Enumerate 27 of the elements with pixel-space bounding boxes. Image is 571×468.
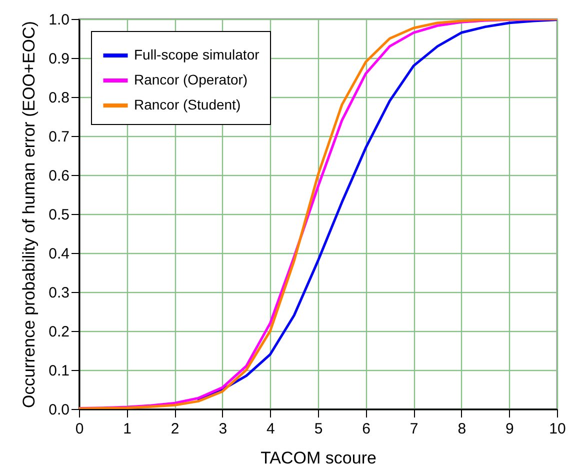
y-tick-label: 0.6 <box>48 168 70 184</box>
y-axis-title: Occurrence probability of human error (EOO+EOC) <box>20 21 39 408</box>
y-tick-label: 0.5 <box>48 206 70 224</box>
x-tick-label: 1 <box>123 420 132 438</box>
x-tick-label: 5 <box>314 420 323 438</box>
x-tick-label: 9 <box>506 420 514 438</box>
y-tick-label: 0.2 <box>48 324 70 340</box>
x-tick-label: 4 <box>266 420 275 438</box>
y-tick-label: 0.9 <box>48 50 70 68</box>
legend-label: Full-scope simulator <box>134 46 260 62</box>
legend-label: Rancor (Operator) <box>134 72 248 88</box>
y-tick-label: 0.7 <box>48 128 70 146</box>
y-tick-label: 0.3 <box>48 284 70 302</box>
y-tick-label: 1.0 <box>48 12 70 28</box>
x-axis-title: TACOM scoure <box>260 448 376 468</box>
y-tick-label: 0.1 <box>48 362 70 380</box>
x-tick-label: 10 <box>549 420 566 438</box>
x-tick-label: 3 <box>218 420 228 438</box>
x-tick-label: 2 <box>170 420 180 438</box>
x-tick-label: 8 <box>458 420 466 438</box>
x-tick-label: 7 <box>410 420 418 438</box>
x-tick-label: 0 <box>75 420 84 438</box>
x-tick-label: 6 <box>362 420 370 438</box>
y-tick-label: 0.8 <box>48 90 70 106</box>
y-tick-label: 0.0 <box>48 402 70 418</box>
legend-label: Rancor (Student) <box>134 96 241 112</box>
y-tick-label: 0.4 <box>48 246 70 262</box>
